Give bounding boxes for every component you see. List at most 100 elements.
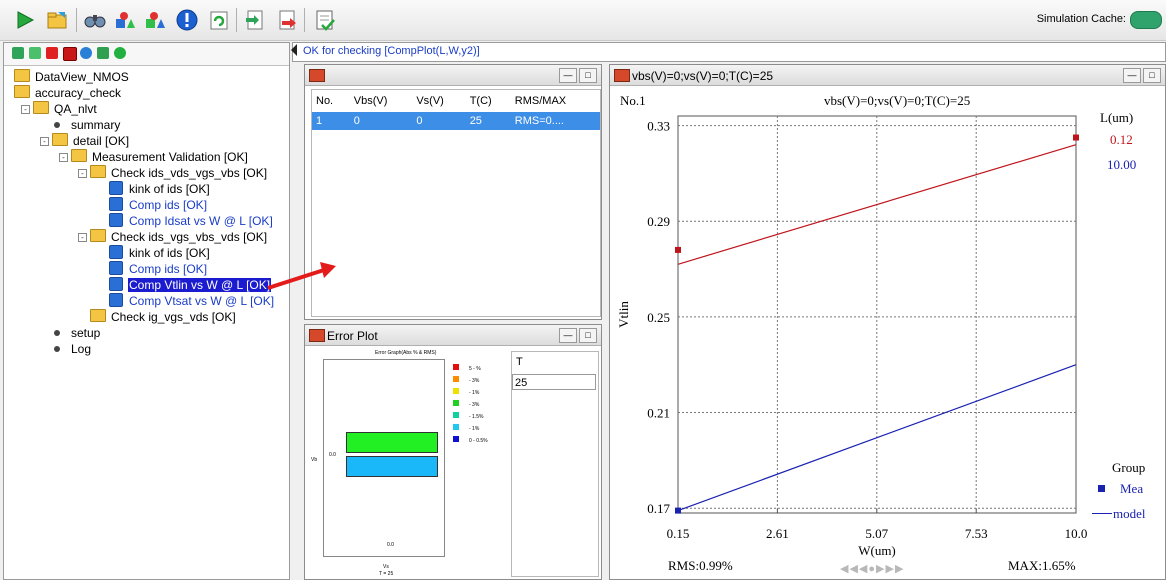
tree-item-label: setup [71, 326, 101, 340]
y-axis-label: Vtlin [616, 301, 631, 328]
tree-item-label: Comp ids [OK] [129, 262, 208, 276]
checklist-icon[interactable] [312, 7, 338, 33]
error-legend-item: 0 - 0.5% [453, 431, 488, 445]
table-cell: 25 [465, 112, 511, 130]
side-value[interactable]: 25 [512, 374, 596, 390]
folder-icon [90, 309, 106, 322]
side-header[interactable]: T [516, 356, 523, 368]
export-icon[interactable] [242, 7, 268, 33]
tree-item[interactable]: QA_nlvt [33, 101, 98, 117]
tree-item[interactable]: setup [52, 325, 101, 341]
tree-item[interactable]: kink of ids [OK] [109, 181, 211, 197]
table-cell: 1 [312, 112, 350, 130]
column-header[interactable]: RMS/MAX [514, 95, 567, 107]
minimize-button[interactable]: — [1123, 68, 1141, 83]
minimize-button[interactable]: — [559, 68, 577, 83]
folder-icon [52, 133, 68, 146]
tree-item[interactable]: Log [52, 341, 92, 357]
tree-item-label: Comp Idsat vs W @ L [OK] [129, 214, 273, 228]
plot-navigation[interactable]: ◀◀◀●▶▶▶ [840, 563, 905, 575]
legend-swatch [453, 363, 459, 370]
maximize-button[interactable]: □ [579, 328, 597, 343]
tree-item[interactable]: Check ids_vgs_vbs_vds [OK] [90, 229, 268, 245]
simulation-cache-toggle[interactable] [1130, 11, 1162, 29]
x-tick-label: 2.61 [766, 526, 789, 541]
legend-swatch [453, 435, 459, 442]
simulation-cache-label: Simulation Cache: [1036, 13, 1126, 25]
plot-window-titlebar: vbs(V)=0;vs(V)=0;T(C)=25 — □ [610, 65, 1165, 86]
column-header[interactable]: No. [316, 95, 334, 107]
project-tree-panel: DataView_NMOS accuracy_check QA_nlvt summar… [3, 42, 290, 580]
tree-item[interactable]: accuracy_check [14, 85, 122, 101]
red-x-icon[interactable] [46, 47, 58, 59]
folder-icon [90, 165, 106, 178]
run-icon[interactable] [12, 7, 38, 33]
y-tick-label: 0.21 [647, 406, 670, 421]
error-graph: Error Graph(Abs % & RMS) Vb 0.0 0.0 Vs T… [305, 347, 511, 579]
column-header[interactable]: T(C) [469, 95, 492, 107]
tree-item[interactable]: Measurement Validation [OK] [71, 149, 249, 165]
collapse-toggle-icon[interactable]: - [78, 233, 87, 242]
legend-item[interactable]: 0.12 [1110, 132, 1133, 147]
green-down-arrow-icon[interactable] [12, 47, 24, 59]
max-readout: MAX:1.65% [1008, 558, 1076, 573]
bullet-icon [54, 346, 60, 352]
plot-item-icon [109, 213, 123, 227]
collapse-toggle-icon[interactable]: - [40, 137, 49, 146]
green-down-arrow2-icon[interactable] [29, 47, 41, 59]
tree-item-label: accuracy_check [35, 86, 122, 100]
tree-item-label: Check ids_vgs_vbs_vds [OK] [111, 230, 268, 244]
cycle-icon[interactable] [80, 47, 92, 59]
error-legend-item: 5 - % [453, 359, 481, 373]
refresh-icon[interactable] [206, 7, 232, 33]
legend-label: - 3% [469, 402, 480, 408]
measured-point [1073, 134, 1079, 141]
open-folder-icon[interactable] [44, 7, 70, 33]
y-tick-label: 0.0 [329, 452, 336, 458]
table-window: — □ No. Vbs(V) Vs(V) T(C) RMS/MAX 1 0 0 … [304, 64, 602, 320]
info-icon[interactable] [174, 7, 200, 33]
gear-icon[interactable] [97, 47, 109, 59]
legend-label: - 1.5% [469, 414, 484, 420]
collapse-toggle-icon[interactable]: - [78, 169, 87, 178]
shapes-icon[interactable] [112, 7, 138, 33]
tree-item[interactable]: Comp Vtlin vs W @ L [OK] [109, 277, 272, 293]
tree-item[interactable]: Comp Vtsat vs W @ L [OK] [109, 293, 275, 309]
table-row[interactable]: 1 0 0 25 RMS=0.... [312, 112, 600, 130]
tree-item[interactable]: DataView_NMOS [14, 69, 130, 85]
tree-item[interactable]: kink of ids [OK] [109, 245, 211, 261]
tree-item-label: Comp Vtlin vs W @ L [OK] [128, 278, 272, 292]
tree-item[interactable]: Comp ids [OK] [109, 261, 208, 277]
collapse-arrow-icon[interactable] [291, 44, 297, 56]
tree-item[interactable]: Check ig_vgs_vds [OK] [90, 309, 237, 325]
tree-item[interactable]: summary [52, 117, 121, 133]
tree-item[interactable]: Check ids_vds_vgs_vbs [OK] [90, 165, 268, 181]
window-icon [614, 69, 630, 82]
collapse-toggle-icon[interactable]: - [21, 105, 30, 114]
tree-item-label: Measurement Validation [OK] [92, 150, 248, 164]
go-icon[interactable] [114, 47, 126, 59]
import-icon[interactable] [274, 7, 300, 33]
legend-item[interactable]: 10.00 [1107, 157, 1137, 172]
column-header[interactable]: Vs(V) [416, 95, 444, 107]
tree: DataView_NMOS accuracy_check QA_nlvt summar… [4, 67, 289, 577]
shapes-up-icon[interactable] [142, 7, 168, 33]
tree-item-label: kink of ids [OK] [129, 182, 210, 196]
tree-item[interactable]: detail [OK] [52, 133, 130, 149]
error-plot-window: Error Plot — □ Error Graph(Abs % & RMS) … [304, 324, 602, 580]
collapse-toggle-icon[interactable]: - [59, 153, 68, 162]
x-axis-sublabel: T = 25 [379, 571, 394, 577]
maximize-button[interactable]: □ [1143, 68, 1161, 83]
folder-icon [14, 69, 30, 82]
binoculars-icon[interactable] [82, 7, 108, 33]
legend-label: - 1% [469, 426, 480, 432]
error-bar-green [346, 432, 438, 453]
tree-item[interactable]: Comp ids [OK] [109, 197, 208, 213]
error-plot-titlebar: Error Plot — □ [305, 325, 601, 346]
maximize-button[interactable]: □ [579, 68, 597, 83]
tree-item[interactable]: Comp Idsat vs W @ L [OK] [109, 213, 274, 229]
column-header[interactable]: Vbs(V) [353, 95, 388, 107]
red-x-box-icon[interactable] [63, 47, 77, 61]
error-legend-item: - 3% [453, 395, 479, 409]
minimize-button[interactable]: — [559, 328, 577, 343]
